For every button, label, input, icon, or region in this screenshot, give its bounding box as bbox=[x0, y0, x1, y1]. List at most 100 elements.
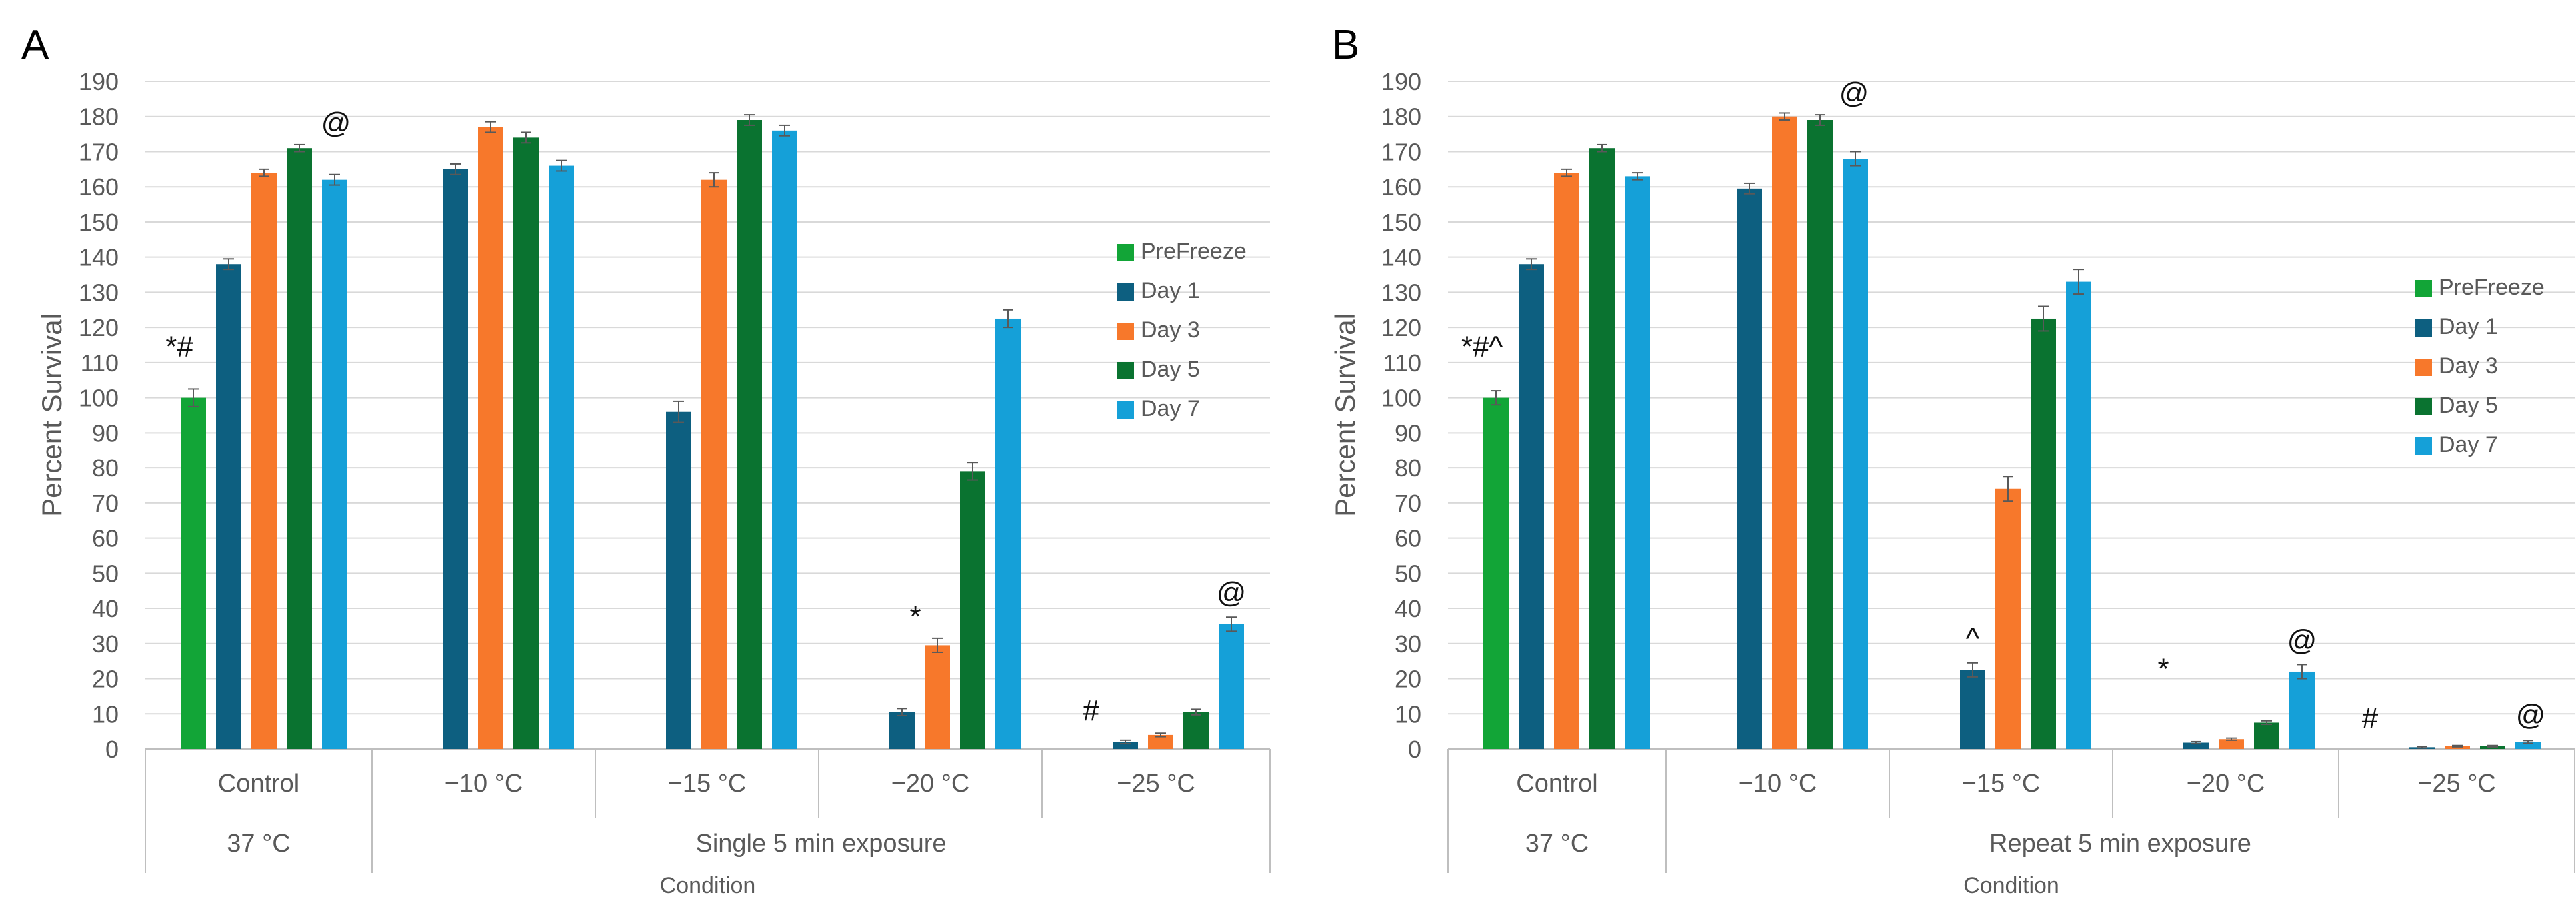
significance-marker: @ bbox=[321, 107, 351, 139]
bar-day-3 bbox=[1148, 734, 1173, 749]
legend-swatch bbox=[2415, 280, 2432, 297]
y-tick-label: 130 bbox=[79, 279, 119, 306]
bar-day-7 bbox=[2289, 671, 2315, 749]
legend-swatch bbox=[1117, 323, 1134, 340]
bar-day-3 bbox=[478, 127, 503, 750]
legend-label: Day 7 bbox=[2439, 432, 2498, 457]
x-category-label: −20 °C bbox=[2187, 770, 2265, 798]
y-tick-label: 190 bbox=[79, 68, 119, 95]
bar-day-1 bbox=[666, 411, 691, 749]
panel-label: A bbox=[21, 22, 49, 68]
y-tick-label: 30 bbox=[92, 630, 119, 658]
significance-marker: # bbox=[1083, 694, 1099, 727]
y-tick-label: 100 bbox=[1381, 385, 1421, 412]
y-tick-label: 40 bbox=[92, 595, 119, 622]
significance-marker: * bbox=[909, 600, 921, 633]
bar-day-1 bbox=[1519, 264, 1544, 749]
bar-day-5 bbox=[287, 148, 312, 749]
y-tick-label: 20 bbox=[1395, 666, 1421, 693]
legend-swatch bbox=[1117, 244, 1134, 261]
y-tick-label: 0 bbox=[105, 736, 119, 763]
y-tick-label: 120 bbox=[1381, 314, 1421, 341]
y-tick-label: 170 bbox=[79, 138, 119, 165]
legend-label: Day 7 bbox=[1141, 396, 1200, 421]
bar-day-5 bbox=[2480, 746, 2505, 749]
legend-swatch bbox=[1117, 362, 1134, 379]
y-tick-label: 60 bbox=[92, 525, 119, 552]
y-tick-label: 150 bbox=[79, 209, 119, 236]
bar-prefreeze bbox=[181, 397, 206, 749]
bar-day-5 bbox=[2031, 318, 2056, 749]
x-category-label: −10 °C bbox=[1739, 770, 1817, 798]
x-group-label: Single 5 min exposure bbox=[696, 830, 947, 858]
y-tick-label: 180 bbox=[79, 103, 119, 131]
y-tick-label: 50 bbox=[92, 560, 119, 587]
significance-marker: * bbox=[2157, 653, 2169, 686]
legend-label: Day 5 bbox=[2439, 393, 2498, 418]
legend-label: Day 3 bbox=[2439, 353, 2498, 379]
y-tick-label: 50 bbox=[1395, 560, 1421, 587]
bar-day-3 bbox=[1772, 116, 1797, 750]
x-category-label: −10 °C bbox=[445, 770, 523, 798]
legend-swatch bbox=[1117, 401, 1134, 419]
y-tick-label: 70 bbox=[1395, 490, 1421, 517]
bar-day-1 bbox=[443, 169, 468, 749]
significance-marker: @ bbox=[1839, 77, 1869, 109]
bar-day-3 bbox=[251, 173, 277, 749]
legend: PreFreeze Day 1 Day 3 Day 5 Day 7 bbox=[2415, 275, 2545, 457]
legend-label: Day 1 bbox=[2439, 314, 2498, 339]
y-tick-label: 110 bbox=[81, 349, 119, 377]
bar-day-1 bbox=[1113, 742, 1138, 749]
bar-day-7 bbox=[1625, 176, 1650, 749]
x-category-label: Control bbox=[218, 770, 300, 798]
bar-day-3 bbox=[2219, 739, 2244, 749]
x-category-label: −15 °C bbox=[1962, 770, 2041, 798]
bar-day-5 bbox=[737, 120, 762, 750]
chart-panel-a: A 0 10 20 30 40 50 60 70 80 90 100 110 120 130 140 150 16… bbox=[21, 22, 1271, 898]
bar-day-3 bbox=[701, 179, 727, 749]
y-tick-label: 130 bbox=[1381, 279, 1421, 306]
bar-day-3 bbox=[2445, 746, 2470, 749]
y-tick-label: 90 bbox=[1395, 419, 1421, 447]
y-tick-label: 100 bbox=[79, 385, 119, 412]
legend-swatch bbox=[1117, 283, 1134, 301]
chart-panel-b: B 0 10 20 30 40 50 60 70 80 90 100 110 120 130 140 150 16… bbox=[1329, 22, 2575, 898]
bar-day-7 bbox=[322, 179, 347, 749]
legend: PreFreeze Day 1 Day 3 Day 5 Day 7 bbox=[1117, 239, 1247, 421]
bar-day-7 bbox=[995, 318, 1021, 749]
x-category-label: −25 °C bbox=[2417, 770, 2496, 798]
y-tick-label: 70 bbox=[92, 490, 119, 517]
x-group-label: 37 °C bbox=[1525, 830, 1589, 858]
bar-day-7 bbox=[549, 165, 574, 749]
y-tick-label: 170 bbox=[1381, 138, 1421, 165]
bar-day-7 bbox=[2066, 281, 2091, 750]
y-tick-label: 180 bbox=[1381, 103, 1421, 131]
legend-swatch bbox=[2415, 319, 2432, 337]
bar-day-3 bbox=[1995, 488, 2021, 749]
bar-day-7 bbox=[772, 130, 797, 750]
legend-swatch bbox=[2415, 437, 2432, 455]
x-axis-title: Condition bbox=[1963, 873, 2059, 898]
legend-label: Day 3 bbox=[1141, 317, 1200, 343]
legend-swatch bbox=[2415, 359, 2432, 376]
legend-label: PreFreeze bbox=[1141, 239, 1247, 264]
y-tick-label: 160 bbox=[79, 173, 119, 201]
y-tick-label: 140 bbox=[79, 244, 119, 271]
bar-day-1 bbox=[889, 712, 915, 749]
x-group-label: Repeat 5 min exposure bbox=[1989, 830, 2251, 858]
legend-label: Day 5 bbox=[1141, 357, 1200, 382]
y-tick-label: 150 bbox=[1381, 209, 1421, 236]
x-category-label: −15 °C bbox=[668, 770, 747, 798]
legend-label: Day 1 bbox=[1141, 278, 1200, 303]
y-axis-title: Percent Survival bbox=[1329, 313, 1361, 517]
bar-day-7 bbox=[2515, 742, 2541, 749]
legend-label: PreFreeze bbox=[2439, 275, 2545, 300]
x-group-label: 37 °C bbox=[227, 830, 290, 858]
x-category-label: Control bbox=[1516, 770, 1598, 798]
panel-label: B bbox=[1332, 22, 1359, 68]
y-tick-label: 10 bbox=[92, 700, 119, 728]
y-tick-label: 20 bbox=[92, 666, 119, 693]
significance-marker: @ bbox=[1217, 576, 1247, 609]
y-tick-label: 120 bbox=[79, 314, 119, 341]
